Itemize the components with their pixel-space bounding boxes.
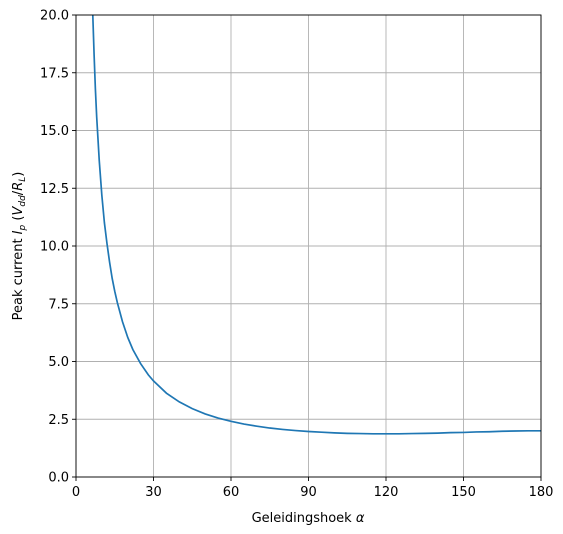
y-tick-label: 12.5 <box>40 182 69 197</box>
x-tick-label: 0 <box>72 485 80 500</box>
y-tick-label: 10.0 <box>40 240 69 255</box>
y-axis-label-I: I <box>11 230 26 234</box>
series-line <box>91 14 541 435</box>
x-tick-label: 30 <box>145 485 162 500</box>
x-tick-label: 90 <box>300 485 317 500</box>
y-axis-label-L: L <box>18 177 28 182</box>
y-tick-label: 17.5 <box>40 66 69 81</box>
y-axis-label-open: ( <box>11 216 26 225</box>
x-axis-label: Geleidingshoek α <box>252 511 365 526</box>
y-tick-label: 5.0 <box>48 355 69 370</box>
y-tick-label: 2.5 <box>48 413 69 428</box>
x-tick-label: 180 <box>529 485 554 500</box>
x-tick-label: 150 <box>451 485 476 500</box>
series-layer <box>91 14 541 435</box>
y-tick-label: 15.0 <box>40 124 69 139</box>
grid-lines <box>75 14 542 478</box>
x-axis-label-symbol: α <box>356 511 365 526</box>
y-axis-label-close: ) <box>11 172 26 177</box>
y-axis-label-dd: dd <box>18 195 28 207</box>
x-axis-ticks: 0 30 60 90 120 150 180 <box>72 477 554 500</box>
y-axis-label-V: V <box>11 206 26 216</box>
y-tick-label: 7.5 <box>48 297 69 312</box>
y-axis-label-prefix: Peak current <box>11 234 26 320</box>
y-axis-ticks: 0.0 2.5 5.0 7.5 10.0 12.5 15.0 17.5 20.0 <box>40 9 76 486</box>
x-axis-label-text: Geleidingshoek <box>252 511 356 526</box>
y-tick-label: 20.0 <box>40 9 69 24</box>
x-tick-label: 60 <box>223 485 240 500</box>
y-tick-label: 0.0 <box>48 471 69 486</box>
x-tick-label: 120 <box>374 485 399 500</box>
y-axis-label-slash: / <box>11 190 26 195</box>
y-axis-label: Peak current Ip (Vdd/RL) <box>11 172 28 321</box>
y-axis-label-R: R <box>11 182 26 191</box>
y-axis-label-p: p <box>18 224 28 231</box>
